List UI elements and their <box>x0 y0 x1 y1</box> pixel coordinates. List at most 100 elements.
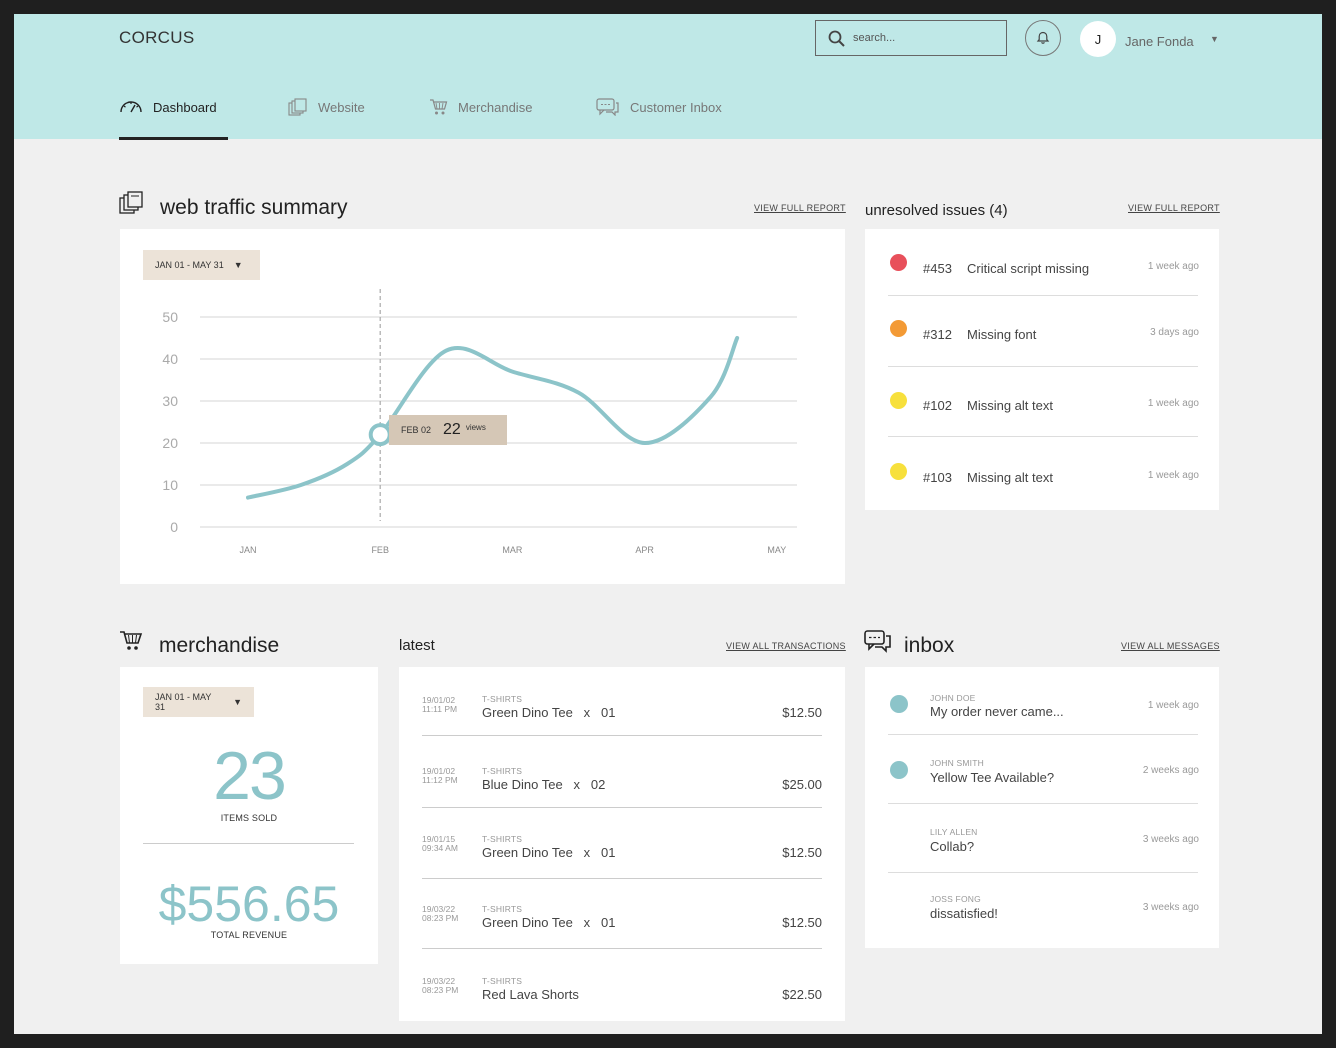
message-time: 2 weeks ago <box>1142 765 1199 776</box>
issue-item[interactable]: #312 Missing font 3 days ago <box>865 295 1219 355</box>
divider <box>422 735 822 736</box>
transaction-row[interactable]: 19/01/02 11:12 PM T-SHIRTS Blue Dino Tee … <box>399 738 845 808</box>
message-time: 3 weeks ago <box>1142 834 1199 845</box>
divider <box>888 734 1198 735</box>
issue-item[interactable]: #103 Missing alt text 1 week ago <box>865 436 1219 496</box>
transactions-card: 19/01/02 11:11 PM T-SHIRTS Green Dino Tee… <box>399 667 845 1021</box>
message-item[interactable]: JOHN DOE My order never came... 1 week a… <box>865 667 1219 735</box>
avatar[interactable]: J <box>1080 21 1116 57</box>
issues-full-report-link[interactable]: VIEW FULL REPORT <box>1128 203 1220 213</box>
transaction-price: $12.50 <box>782 705 822 720</box>
pages-icon <box>119 191 143 214</box>
traffic-date-range-select[interactable]: JAN 01 - MAY 31 ▼ <box>143 250 260 280</box>
issue-item[interactable]: #453 Critical script missing 1 week ago <box>865 229 1219 289</box>
transaction-product: Green Dino Tee x 01 <box>482 845 616 860</box>
transaction-price: $12.50 <box>782 915 822 930</box>
view-all-messages-link[interactable]: VIEW ALL MESSAGES <box>1121 641 1220 651</box>
divider <box>888 366 1198 367</box>
transaction-datetime: 19/01/15 09:34 AM <box>422 835 458 853</box>
main-nav: Dashboard Website <box>14 96 814 139</box>
series-line <box>246 336 740 500</box>
transaction-price: $12.50 <box>782 845 822 860</box>
chart-tooltip: FEB 02 22 views <box>389 415 507 445</box>
issue-time: 1 week ago <box>1147 470 1199 481</box>
tab-label: Merchandise <box>458 100 533 115</box>
tab-label: Dashboard <box>153 100 217 115</box>
tab-merchandise[interactable]: Merchandise <box>429 96 532 139</box>
items-sold-label: ITEMS SOLD <box>220 813 278 823</box>
transaction-date: 19/03/22 <box>422 976 456 986</box>
search-input[interactable] <box>851 31 995 45</box>
message-item[interactable]: JOHN SMITH Yellow Tee Available? 2 weeks… <box>865 735 1219 803</box>
y-tick-label: 30 <box>162 393 178 409</box>
message-sender: JOHN SMITH <box>930 758 984 768</box>
issue-item[interactable]: #102 Missing alt text 1 week ago <box>865 366 1219 426</box>
divider <box>888 295 1198 296</box>
app-logo[interactable]: CORCUS <box>119 28 195 47</box>
notifications-button[interactable] <box>1025 20 1061 56</box>
merchandise-title: merchandise <box>159 634 280 657</box>
issue-number: #102 <box>923 398 952 413</box>
transaction-date: 19/01/02 <box>422 766 456 776</box>
tooltip-value: 22 <box>443 421 461 438</box>
transaction-time: 08:23 PM <box>422 985 459 995</box>
transaction-row[interactable]: 19/03/22 08:23 PM T-SHIRTS Red Lava Short… <box>399 949 845 1019</box>
divider <box>888 436 1198 437</box>
caret-down-icon: ▼ <box>233 260 243 270</box>
cart-icon <box>429 98 448 119</box>
transaction-price: $22.50 <box>782 987 822 1002</box>
issues-card: #453 Critical script missing 1 week ago … <box>865 229 1219 510</box>
divider <box>888 872 1198 873</box>
transaction-row[interactable]: 19/01/02 11:11 PM T-SHIRTS Green Dino Tee… <box>399 667 845 737</box>
merch-date-range-select[interactable]: JAN 01 - MAY 31 ▼ <box>143 687 254 717</box>
x-tick-label: MAR <box>502 545 523 555</box>
transaction-time: 11:12 PM <box>422 775 458 785</box>
tab-dashboard[interactable]: Dashboard <box>119 96 217 139</box>
issue-text: Missing font <box>967 327 1037 342</box>
issue-number: #453 <box>923 261 952 276</box>
transaction-date: 19/01/02 <box>422 695 456 705</box>
speedometer-icon <box>119 98 143 117</box>
app-frame: CORCUS J Jane Fonda ▼ <box>14 14 1322 1034</box>
divider <box>422 807 822 808</box>
y-tick-label: 0 <box>170 519 178 535</box>
issue-number: #103 <box>923 470 952 485</box>
message-item[interactable]: JOSS FONG dissatisfied! 3 weeks ago <box>865 872 1219 940</box>
total-revenue-label: TOTAL REVENUE <box>210 930 288 940</box>
y-tick-label: 50 <box>162 309 178 325</box>
severity-medium-dot <box>890 463 907 480</box>
issue-time: 1 week ago <box>1147 398 1199 409</box>
x-tick-label: MAY <box>767 545 786 555</box>
inbox-card: JOHN DOE My order never came... 1 week a… <box>865 667 1219 948</box>
search-box[interactable] <box>815 20 1007 56</box>
total-revenue-value: $556.65 <box>158 876 340 932</box>
tab-customer-inbox[interactable]: Customer Inbox <box>596 96 722 139</box>
issue-text: Missing alt text <box>967 398 1053 413</box>
traffic-full-report-link[interactable]: VIEW FULL REPORT <box>754 203 846 213</box>
issue-number: #312 <box>923 327 952 342</box>
message-subject: Collab? <box>930 839 975 854</box>
divider <box>422 948 822 949</box>
transaction-row[interactable]: 19/01/15 09:34 AM T-SHIRTS Green Dino Tee… <box>399 808 845 878</box>
x-tick-label: JAN <box>239 545 256 555</box>
y-tick-label: 20 <box>162 435 178 451</box>
transaction-row[interactable]: 19/03/22 08:23 PM T-SHIRTS Green Dino Tee… <box>399 878 845 948</box>
severity-medium-dot <box>890 392 907 409</box>
cart-icon <box>120 631 143 650</box>
tooltip-unit: views <box>465 422 486 432</box>
transaction-category: T-SHIRTS <box>482 976 523 986</box>
user-name[interactable]: Jane Fonda <box>1125 34 1194 49</box>
view-all-transactions-link[interactable]: VIEW ALL TRANSACTIONS <box>726 641 846 651</box>
search-icon <box>828 30 845 47</box>
message-item[interactable]: LILY ALLEN Collab? 3 weeks ago <box>865 804 1219 872</box>
message-sender: LILY ALLEN <box>930 827 978 837</box>
tab-website[interactable]: Website <box>288 96 365 139</box>
chevron-down-icon[interactable]: ▼ <box>1210 34 1219 44</box>
traffic-card: JAN 01 - MAY 31 ▼ 0 10 20 30 40 50 JAN FEB MAR AP… <box>120 229 845 584</box>
header: CORCUS J Jane Fonda ▼ <box>14 14 1322 140</box>
transaction-price: $25.00 <box>782 777 822 792</box>
transaction-datetime: 19/03/22 08:23 PM <box>422 977 458 995</box>
transaction-category: T-SHIRTS <box>482 904 523 914</box>
x-tick-label: APR <box>635 545 654 555</box>
divider <box>888 803 1198 804</box>
